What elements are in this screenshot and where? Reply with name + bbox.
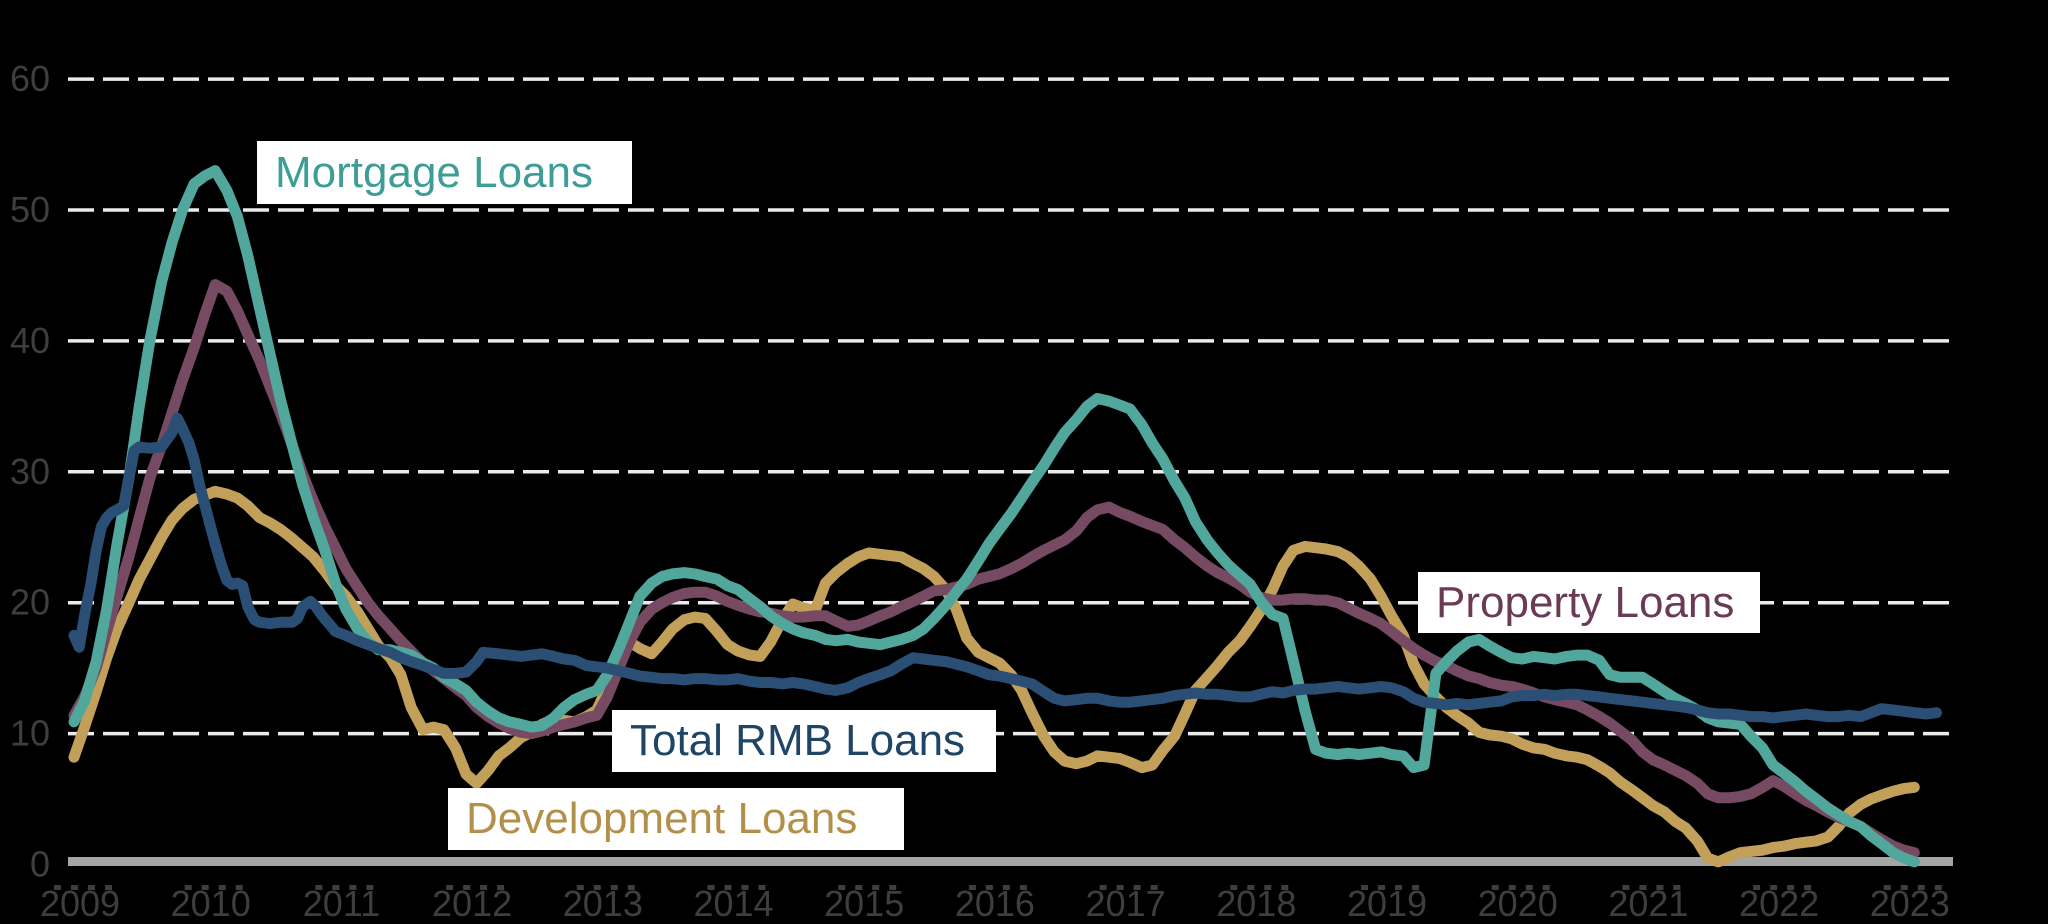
x-axis-minor-tick <box>1150 885 1158 890</box>
x-axis-tick-label: 2010 <box>171 883 251 924</box>
x-axis-tick-label: 2017 <box>1086 883 1166 924</box>
x-axis-tick-label: 2014 <box>693 883 773 924</box>
x-axis-minor-tick <box>1753 885 1761 890</box>
x-axis-tick-label: 2011 <box>303 883 380 924</box>
series-line-property-loans <box>68 279 1920 859</box>
y-axis-tick-label: 10 <box>10 713 50 754</box>
x-axis-minor-tick <box>1281 885 1289 890</box>
x-axis-minor-tick <box>1002 885 1010 890</box>
x-axis-tick-label: 2015 <box>824 883 904 924</box>
series-label-development-loans: Development Loans <box>448 788 904 850</box>
y-axis-tick-label: 0 <box>30 844 50 885</box>
x-axis-minor-tick <box>315 885 323 890</box>
x-axis-minor-tick <box>1508 885 1516 890</box>
x-axis-minor-tick <box>349 885 357 890</box>
x-axis-minor-tick <box>1934 885 1942 890</box>
y-axis-tick-label: 40 <box>10 320 50 361</box>
x-axis-minor-tick <box>707 885 715 890</box>
x-axis-minor-tick <box>968 885 976 890</box>
x-axis-minor-tick <box>1491 885 1499 890</box>
x-axis-minor-tick <box>1770 885 1778 890</box>
x-axis-minor-tick <box>724 885 732 890</box>
x-axis-minor-tick <box>1378 885 1385 890</box>
x-axis-minor-tick <box>88 885 95 890</box>
y-axis-tick-label: 60 <box>10 58 50 99</box>
x-axis-minor-tick <box>1525 885 1533 890</box>
x-axis-minor-tick <box>838 885 846 890</box>
x-axis-minor-tick <box>872 885 880 890</box>
x-axis-tick-label: 2022 <box>1739 883 1819 924</box>
x-axis-minor-tick <box>446 885 454 890</box>
x-axis-minor-tick <box>1542 885 1550 890</box>
x-axis-minor-tick <box>627 885 635 890</box>
x-axis-minor-tick <box>1247 885 1255 890</box>
x-axis-minor-tick <box>889 885 897 890</box>
x-axis-minor-tick <box>1230 885 1238 890</box>
x-axis-minor-tick <box>610 885 618 890</box>
x-axis-minor-tick <box>1656 885 1664 890</box>
x-axis-minor-tick <box>1787 885 1795 890</box>
x-axis-minor-tick <box>366 885 374 890</box>
x-axis-minor-tick <box>1361 885 1368 890</box>
x-axis-tick-label: 2016 <box>955 883 1035 924</box>
x-axis-minor-tick <box>497 885 505 890</box>
x-axis-minor-tick <box>218 885 226 890</box>
x-axis-minor-tick <box>463 885 471 890</box>
x-axis-minor-tick <box>1639 885 1647 890</box>
x-axis-minor-tick <box>480 885 488 890</box>
x-axis-minor-tick <box>1883 885 1891 890</box>
x-axis-tick-label: 2019 <box>1347 883 1427 924</box>
y-axis-tick-label: 20 <box>10 582 50 623</box>
x-axis-minor-tick <box>105 885 112 890</box>
series-label-total-rmb-loans: Total RMB Loans <box>612 710 996 772</box>
x-axis-tick-label: 2013 <box>563 883 643 924</box>
x-axis-minor-tick <box>1804 885 1812 890</box>
x-axis-tick-label: 2009 <box>40 883 120 924</box>
x-axis-minor-tick <box>184 885 192 890</box>
x-axis-tick-label: 2020 <box>1478 883 1558 924</box>
x-axis-minor-tick <box>201 885 209 890</box>
x-axis-minor-tick <box>1133 885 1141 890</box>
series-label-property-loans: Property Loans <box>1418 572 1760 633</box>
x-axis-tick-label: 2012 <box>432 883 512 924</box>
x-axis-minor-tick <box>71 885 78 890</box>
x-axis-minor-tick <box>332 885 340 890</box>
x-axis-tick-label: 2021 <box>1608 883 1688 924</box>
x-axis-minor-tick <box>54 885 61 890</box>
x-axis-minor-tick <box>1264 885 1272 890</box>
x-axis-minor-tick <box>741 885 749 890</box>
x-axis-minor-tick <box>1917 885 1925 890</box>
x-axis-minor-tick <box>1622 885 1630 890</box>
x-axis-minor-tick <box>1900 885 1908 890</box>
x-axis-minor-tick <box>758 885 766 890</box>
x-axis-tick-label: 2018 <box>1216 883 1296 924</box>
x-axis-line <box>68 857 1953 866</box>
x-axis-minor-tick <box>1395 885 1402 890</box>
x-axis-minor-tick <box>576 885 584 890</box>
series-label-mortgage-loans: Mortgage Loans <box>257 141 632 204</box>
y-axis-tick-label: 50 <box>10 189 50 230</box>
x-axis-minor-tick <box>1673 885 1681 890</box>
series-line-total-rmb-loans <box>68 412 1942 724</box>
x-axis-minor-tick <box>985 885 993 890</box>
y-axis-tick-label: 30 <box>10 451 50 492</box>
x-axis-minor-tick <box>1116 885 1124 890</box>
x-axis-minor-tick <box>1099 885 1107 890</box>
x-axis-minor-tick <box>1412 885 1419 890</box>
x-axis-tick-label: 2023 <box>1870 883 1950 924</box>
x-axis-minor-tick <box>1019 885 1027 890</box>
x-axis-minor-tick <box>593 885 601 890</box>
x-axis-minor-tick <box>855 885 863 890</box>
x-axis-minor-tick <box>235 885 243 890</box>
